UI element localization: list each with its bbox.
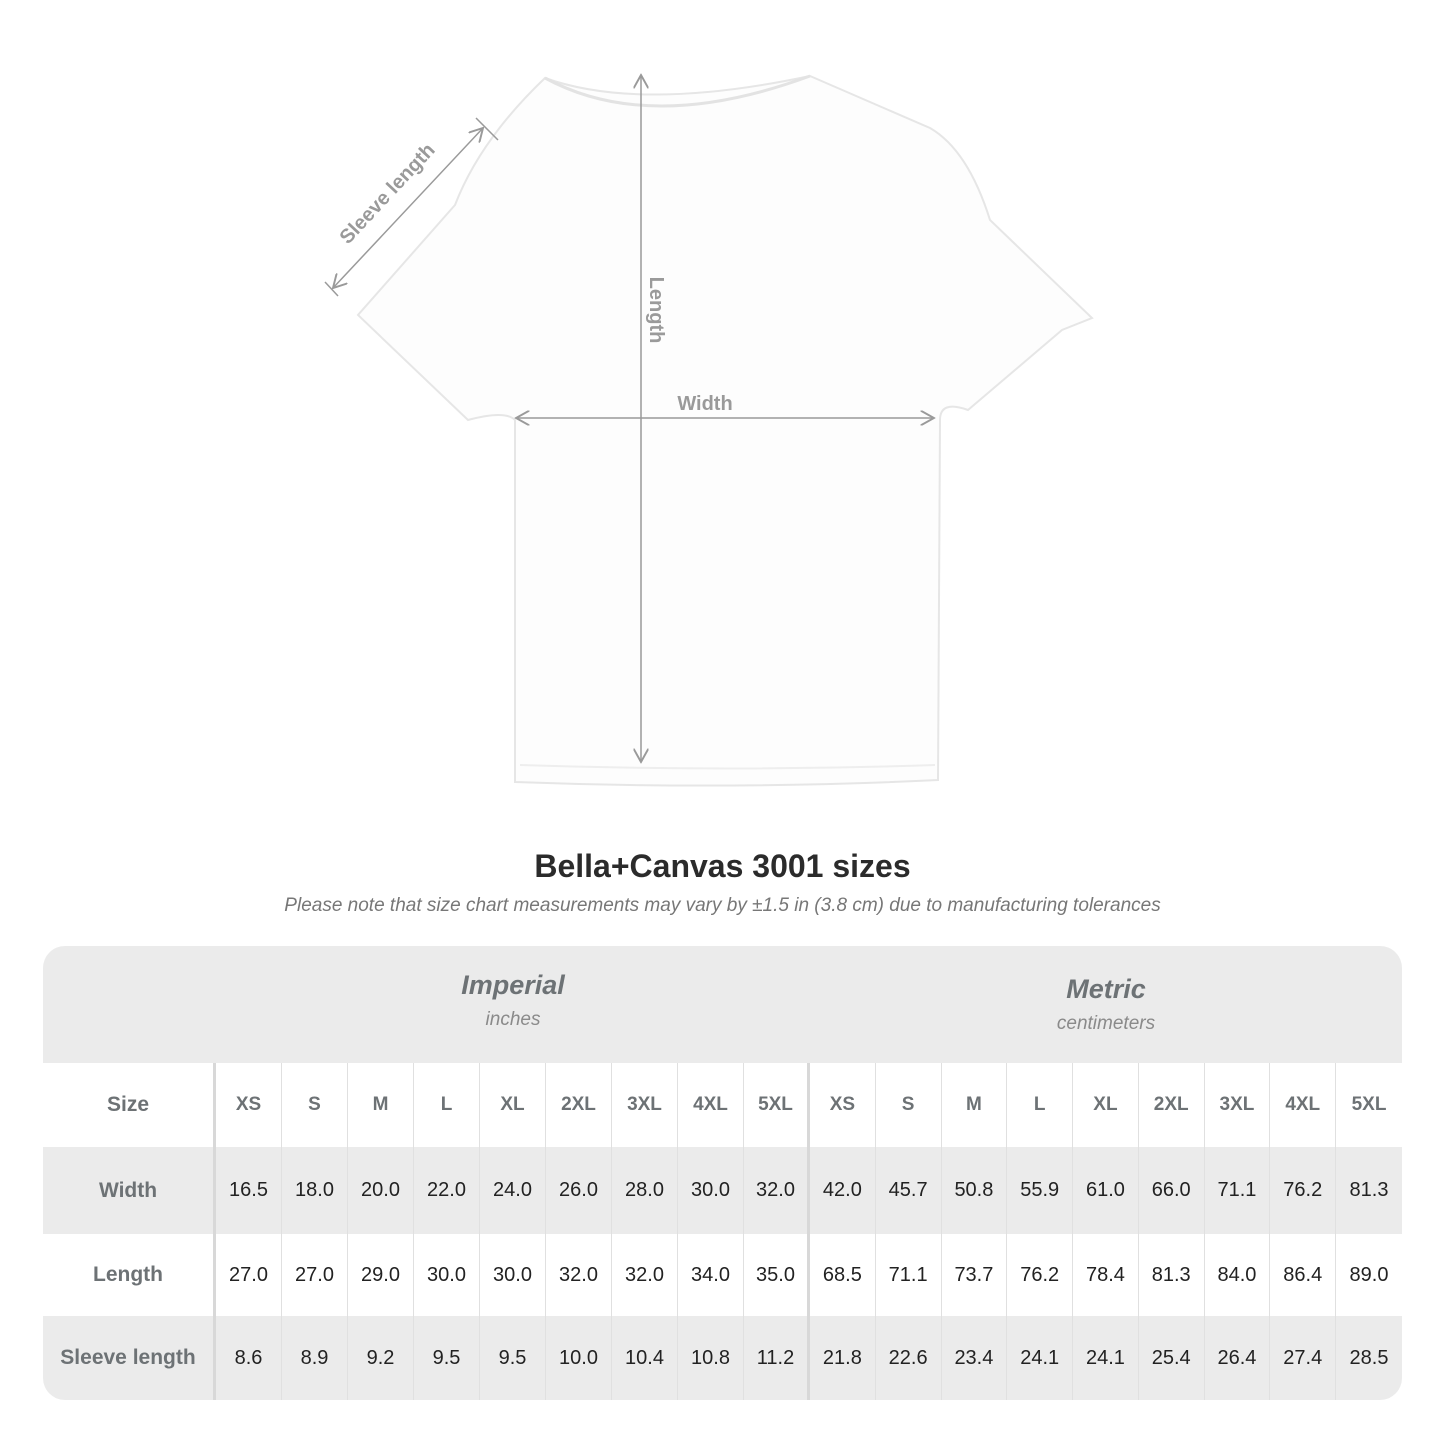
- imperial-value-cell: 32.0: [546, 1234, 612, 1316]
- page-title: Bella+Canvas 3001 sizes: [534, 848, 911, 884]
- metric-value-cell: 81.3: [1349, 1179, 1389, 1201]
- imperial-value-cell: 30.0: [678, 1147, 744, 1234]
- metric-header: Metric centimeters: [810, 974, 1402, 1035]
- imperial-value-cell: 9.5: [480, 1316, 546, 1400]
- metric-value-cell: 25.4: [1139, 1316, 1205, 1400]
- metric-size-header: 2XL: [1139, 1063, 1205, 1147]
- metric-value-cell: 23.4: [942, 1316, 1008, 1400]
- metric-value-cell: 86.4: [1270, 1234, 1337, 1316]
- metric-value-cell: 81.3: [1139, 1234, 1205, 1316]
- imperial-value-cell: 29.0: [348, 1234, 414, 1316]
- imperial-value-cell: 24.0: [480, 1147, 546, 1234]
- sleeve-label: Sleeve length: [336, 139, 440, 248]
- tolerance-note: Please note that size chart measurements…: [284, 895, 1161, 916]
- metric-value-cell: 24.1: [1007, 1316, 1074, 1400]
- length-label: Length: [645, 277, 667, 344]
- metric-value-cell: 76.2: [1270, 1147, 1337, 1234]
- imperial-size-header: 2XL: [546, 1063, 612, 1147]
- imperial-value-cell: 26.0: [546, 1147, 612, 1234]
- imperial-value-cell: 30.0: [480, 1234, 546, 1316]
- metric-value-cell: 28.5: [1349, 1346, 1389, 1369]
- imperial-value-cell: 30.0: [414, 1234, 480, 1316]
- metric-value-cell: 27.4: [1270, 1316, 1337, 1400]
- imperial-value-cell: 11.2: [744, 1316, 810, 1400]
- imperial-value-cell: 20.0: [348, 1147, 414, 1234]
- metric-size-header: 3XL: [1205, 1063, 1271, 1147]
- imperial-size-header: S: [282, 1063, 348, 1147]
- imperial-value-cell: 28.0: [612, 1147, 678, 1234]
- imperial-value-cell: 18.0: [282, 1147, 348, 1234]
- metric-size-header: L: [1007, 1063, 1074, 1147]
- metric-value-cell: 89.0: [1349, 1263, 1389, 1286]
- metric-size-header: S: [876, 1063, 942, 1147]
- imperial-value-cell: 16.5: [216, 1147, 282, 1234]
- imperial-size-header: XL: [480, 1063, 546, 1147]
- imperial-value-cell: 27.0: [216, 1234, 282, 1316]
- imperial-size-header: 5XL: [744, 1063, 810, 1147]
- table-row: Length 27.0 27.0 29.0 30.0 30.0 32.0 32.0 34.0 35…: [43, 1234, 1402, 1316]
- metric-value-cell: 78.4: [1073, 1234, 1139, 1316]
- metric-value-cell: 50.8: [942, 1147, 1008, 1234]
- tshirt-shape: [356, 74, 1094, 787]
- row-label: Length: [43, 1234, 216, 1316]
- imperial-value-cell: 10.8: [678, 1316, 744, 1400]
- imperial-size-header: L: [414, 1063, 480, 1147]
- width-label: Width: [677, 393, 732, 415]
- imperial-size-header: 3XL: [612, 1063, 678, 1147]
- imperial-value-cell: 32.0: [612, 1234, 678, 1316]
- imperial-value-cell: 8.9: [282, 1316, 348, 1400]
- imperial-unit: inches: [485, 1009, 541, 1030]
- metric-size-header: M: [942, 1063, 1008, 1147]
- row-label: Sleeve length: [43, 1316, 216, 1400]
- metric-unit: centimeters: [1056, 1013, 1156, 1034]
- metric-value-cell: 45.7: [876, 1147, 942, 1234]
- metric-value-cell: 68.5: [810, 1234, 876, 1316]
- imperial-header: Imperial inches: [216, 970, 810, 1031]
- unit-header-band: Imperial inches Metric centimeters: [43, 946, 1402, 1063]
- imperial-size-header: XS: [216, 1063, 282, 1147]
- imperial-value-cell: 9.2: [348, 1316, 414, 1400]
- metric-size-header: XL: [1073, 1063, 1139, 1147]
- imperial-value-cell: 10.0: [546, 1316, 612, 1400]
- metric-value-cell: 21.8: [810, 1316, 876, 1400]
- metric-value-cell: 66.0: [1139, 1147, 1205, 1234]
- metric-value-cell: 24.1: [1073, 1316, 1139, 1400]
- metric-value-cell: 61.0: [1073, 1147, 1139, 1234]
- metric-title: Metric: [1066, 974, 1146, 1004]
- sleeve-arrow: [333, 128, 483, 288]
- metric-value-cell: 26.4: [1205, 1316, 1271, 1400]
- metric-size-header: 5XL: [1351, 1094, 1387, 1115]
- imperial-title: Imperial: [461, 970, 565, 1000]
- metric-value-cell: 22.6: [876, 1316, 942, 1400]
- imperial-value-cell: 9.5: [414, 1316, 480, 1400]
- imperial-value-cell: 10.4: [612, 1316, 678, 1400]
- imperial-value-cell: 32.0: [744, 1147, 810, 1234]
- metric-size-header: 4XL: [1270, 1063, 1337, 1147]
- imperial-value-cell: 8.6: [216, 1316, 282, 1400]
- metric-value-cell: 84.0: [1205, 1234, 1271, 1316]
- size-table: Imperial inches Metric centimeters Size X…: [43, 946, 1402, 1400]
- table-row: Width 16.5 18.0 20.0 22.0 24.0 26.0 28.0 30.0 32.…: [43, 1147, 1402, 1234]
- imperial-value-cell: 22.0: [414, 1147, 480, 1234]
- metric-value-cell: 71.1: [876, 1234, 942, 1316]
- metric-size-header: XS: [810, 1063, 876, 1147]
- tshirt-diagram: Sleeve length Length Width: [324, 0, 1094, 787]
- size-header-row: Size XS S M L XL 2XL 3XL 4XL 5XL XS S M L XL 2XL 3XL 4XL 5…: [43, 1063, 1402, 1147]
- imperial-size-header: M: [348, 1063, 414, 1147]
- metric-value-cell: 76.2: [1007, 1234, 1074, 1316]
- metric-value-cell: 55.9: [1007, 1147, 1074, 1234]
- row-label: Width: [43, 1147, 216, 1234]
- collar: [544, 74, 811, 108]
- metric-value-cell: 71.1: [1205, 1147, 1271, 1234]
- imperial-size-header: 4XL: [678, 1063, 744, 1147]
- imperial-value-cell: 27.0: [282, 1234, 348, 1316]
- imperial-value-cell: 35.0: [744, 1234, 810, 1316]
- hem: [519, 764, 936, 770]
- table-row: Sleeve length 8.6 8.9 9.2 9.5 9.5 10.0 10.4 10.8…: [43, 1316, 1402, 1400]
- imperial-value-cell: 34.0: [678, 1234, 744, 1316]
- metric-value-cell: 42.0: [810, 1147, 876, 1234]
- metric-value-cell: 73.7: [942, 1234, 1008, 1316]
- row-label: Size: [43, 1063, 216, 1147]
